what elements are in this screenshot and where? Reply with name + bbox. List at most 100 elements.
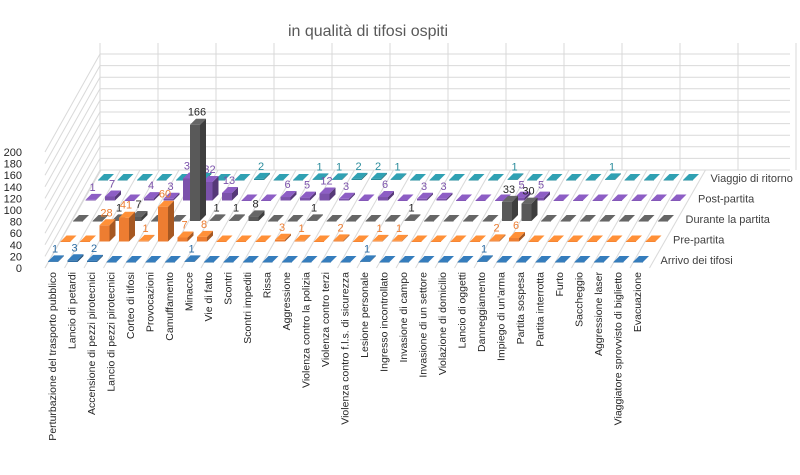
gridline bbox=[44, 65, 101, 164]
gridline bbox=[512, 169, 570, 269]
bar-side bbox=[290, 191, 297, 201]
bar-top bbox=[255, 235, 272, 242]
bar: 2 bbox=[351, 161, 368, 180]
bar-front bbox=[222, 192, 232, 201]
bar: 2 bbox=[87, 243, 103, 262]
bar bbox=[573, 194, 589, 201]
bar-front bbox=[482, 221, 493, 222]
bar: 1 bbox=[372, 223, 389, 242]
bar-top bbox=[534, 191, 550, 198]
bar bbox=[424, 215, 440, 222]
bar-front bbox=[431, 241, 441, 242]
bar-top bbox=[514, 191, 531, 198]
bar-side bbox=[154, 192, 160, 201]
bar-top bbox=[158, 200, 174, 207]
bar-top bbox=[293, 174, 309, 180]
bar-side bbox=[310, 191, 316, 201]
bar-front bbox=[163, 198, 174, 201]
bar bbox=[626, 235, 642, 242]
data-label: 1 bbox=[609, 161, 615, 173]
bar-top bbox=[670, 194, 687, 201]
bar-front bbox=[248, 216, 259, 221]
bar-front bbox=[105, 196, 115, 201]
bar-front bbox=[424, 221, 434, 222]
bar-front bbox=[605, 179, 615, 180]
bar-top bbox=[294, 234, 311, 241]
bar: 166 bbox=[188, 107, 206, 221]
bar-top bbox=[580, 215, 596, 221]
bar-top bbox=[436, 192, 453, 199]
bar-front bbox=[372, 240, 383, 242]
data-label: 1 bbox=[213, 202, 219, 214]
bar-top bbox=[372, 234, 389, 241]
bar-front bbox=[117, 180, 128, 181]
category-label: Lancio di oggetti bbox=[457, 272, 469, 348]
bar bbox=[527, 174, 543, 181]
bar-front bbox=[312, 179, 323, 180]
gridline bbox=[317, 169, 375, 269]
bar-front bbox=[183, 178, 193, 201]
bar: 60 bbox=[158, 189, 174, 242]
bar-front bbox=[378, 197, 388, 201]
bar-front bbox=[360, 261, 370, 262]
bar-top bbox=[567, 235, 584, 242]
bar-side bbox=[531, 197, 538, 221]
y-tick-label: 0 bbox=[16, 263, 22, 275]
bar-front bbox=[261, 200, 271, 201]
bar bbox=[624, 174, 641, 181]
bar bbox=[170, 215, 187, 222]
data-label: 3 bbox=[421, 181, 427, 193]
bar bbox=[548, 235, 564, 242]
gridline bbox=[551, 169, 609, 269]
bar-top bbox=[528, 235, 545, 242]
y-tick-label: 200 bbox=[4, 147, 22, 159]
bar bbox=[470, 235, 486, 242]
bar-top bbox=[339, 192, 355, 199]
bar-top bbox=[262, 256, 279, 262]
bar-front bbox=[209, 220, 220, 221]
bar-side bbox=[382, 234, 389, 242]
gridline bbox=[83, 169, 141, 269]
bar-top bbox=[346, 215, 362, 221]
gridline bbox=[44, 134, 101, 234]
bar bbox=[613, 256, 630, 263]
bar-front bbox=[404, 220, 415, 221]
gridline bbox=[200, 169, 258, 269]
bar bbox=[468, 174, 485, 181]
bar-front bbox=[177, 237, 188, 242]
gridline bbox=[44, 76, 101, 176]
gridline bbox=[181, 169, 238, 269]
bar-front bbox=[573, 200, 583, 201]
bar-front bbox=[112, 220, 122, 221]
bar: 7 bbox=[131, 199, 148, 221]
data-label: 1 bbox=[188, 243, 194, 255]
bar-side bbox=[207, 230, 213, 242]
bar-front bbox=[606, 241, 617, 242]
bar bbox=[234, 174, 251, 181]
bar-top bbox=[488, 174, 504, 180]
bar-side bbox=[219, 214, 226, 221]
gridline bbox=[44, 100, 101, 199]
bar-top bbox=[99, 219, 116, 226]
bar-top bbox=[392, 234, 408, 241]
bar: 5 bbox=[300, 180, 316, 201]
bar-top bbox=[145, 256, 162, 262]
data-label: 2 bbox=[493, 222, 499, 234]
bars: 2211221111743383213651236335517166118113… bbox=[48, 107, 699, 263]
y-tick-label: 160 bbox=[4, 170, 22, 182]
bar-top bbox=[431, 235, 447, 242]
bar-side bbox=[129, 211, 135, 242]
bar bbox=[633, 256, 649, 263]
gridline bbox=[434, 169, 492, 269]
bar bbox=[80, 235, 96, 242]
bar-top bbox=[106, 256, 123, 262]
bar-front bbox=[138, 240, 149, 242]
bar-front bbox=[358, 200, 369, 201]
bar-side bbox=[58, 255, 64, 262]
bar bbox=[587, 235, 603, 242]
bar-front bbox=[468, 180, 479, 181]
bar bbox=[215, 174, 231, 181]
bar-front bbox=[241, 200, 252, 201]
bar bbox=[457, 256, 474, 263]
bar-top bbox=[457, 256, 474, 262]
